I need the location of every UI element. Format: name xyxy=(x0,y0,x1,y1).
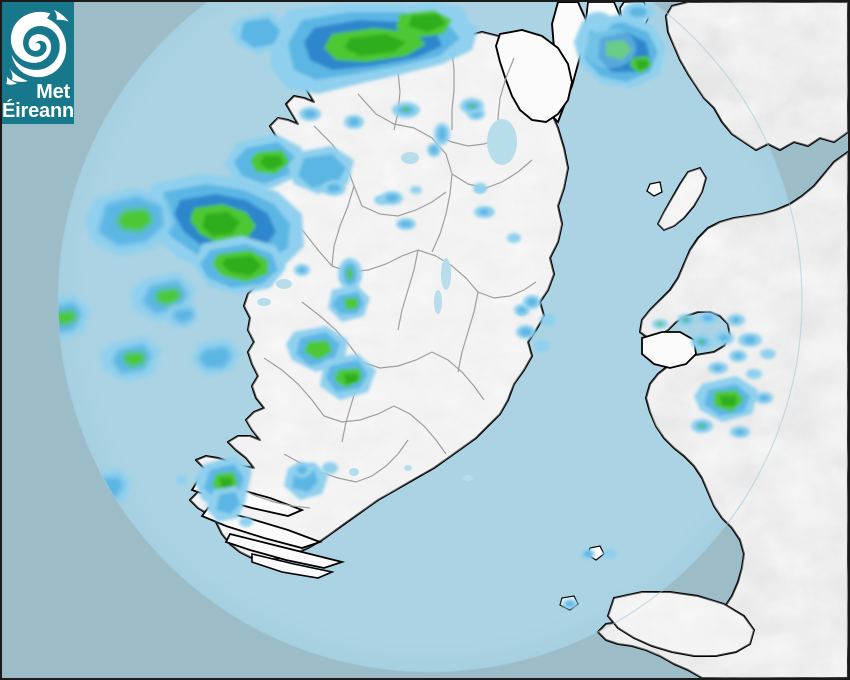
relief-scotland xyxy=(666,2,848,150)
echo-group-wales xyxy=(652,312,802,659)
logo-wordmark: Met Éireann xyxy=(2,80,74,123)
radar-echo-layer xyxy=(58,2,802,659)
echo-group-irish-sea xyxy=(516,295,617,609)
echo-group-connemara xyxy=(144,174,304,294)
echo-group-clare xyxy=(286,284,376,400)
echo-group-northwest xyxy=(230,2,478,94)
relief-isle-of-man xyxy=(658,168,706,230)
land-antrim xyxy=(495,29,573,123)
relief-cornwall xyxy=(608,592,754,656)
land-islet-1 xyxy=(646,181,663,197)
county-borders xyxy=(237,49,537,509)
logo-text-eireann: Éireann xyxy=(2,100,74,123)
spiral-icon xyxy=(6,10,69,85)
land-pembrokeshire xyxy=(641,331,697,369)
met-eireann-logo[interactable]: Met Éireann xyxy=(2,2,74,124)
logo-text-met: Met xyxy=(36,80,70,103)
radar-coverage-edge xyxy=(57,2,803,673)
echo-group-scotland xyxy=(574,2,666,88)
echo-group-donegal xyxy=(299,98,494,218)
